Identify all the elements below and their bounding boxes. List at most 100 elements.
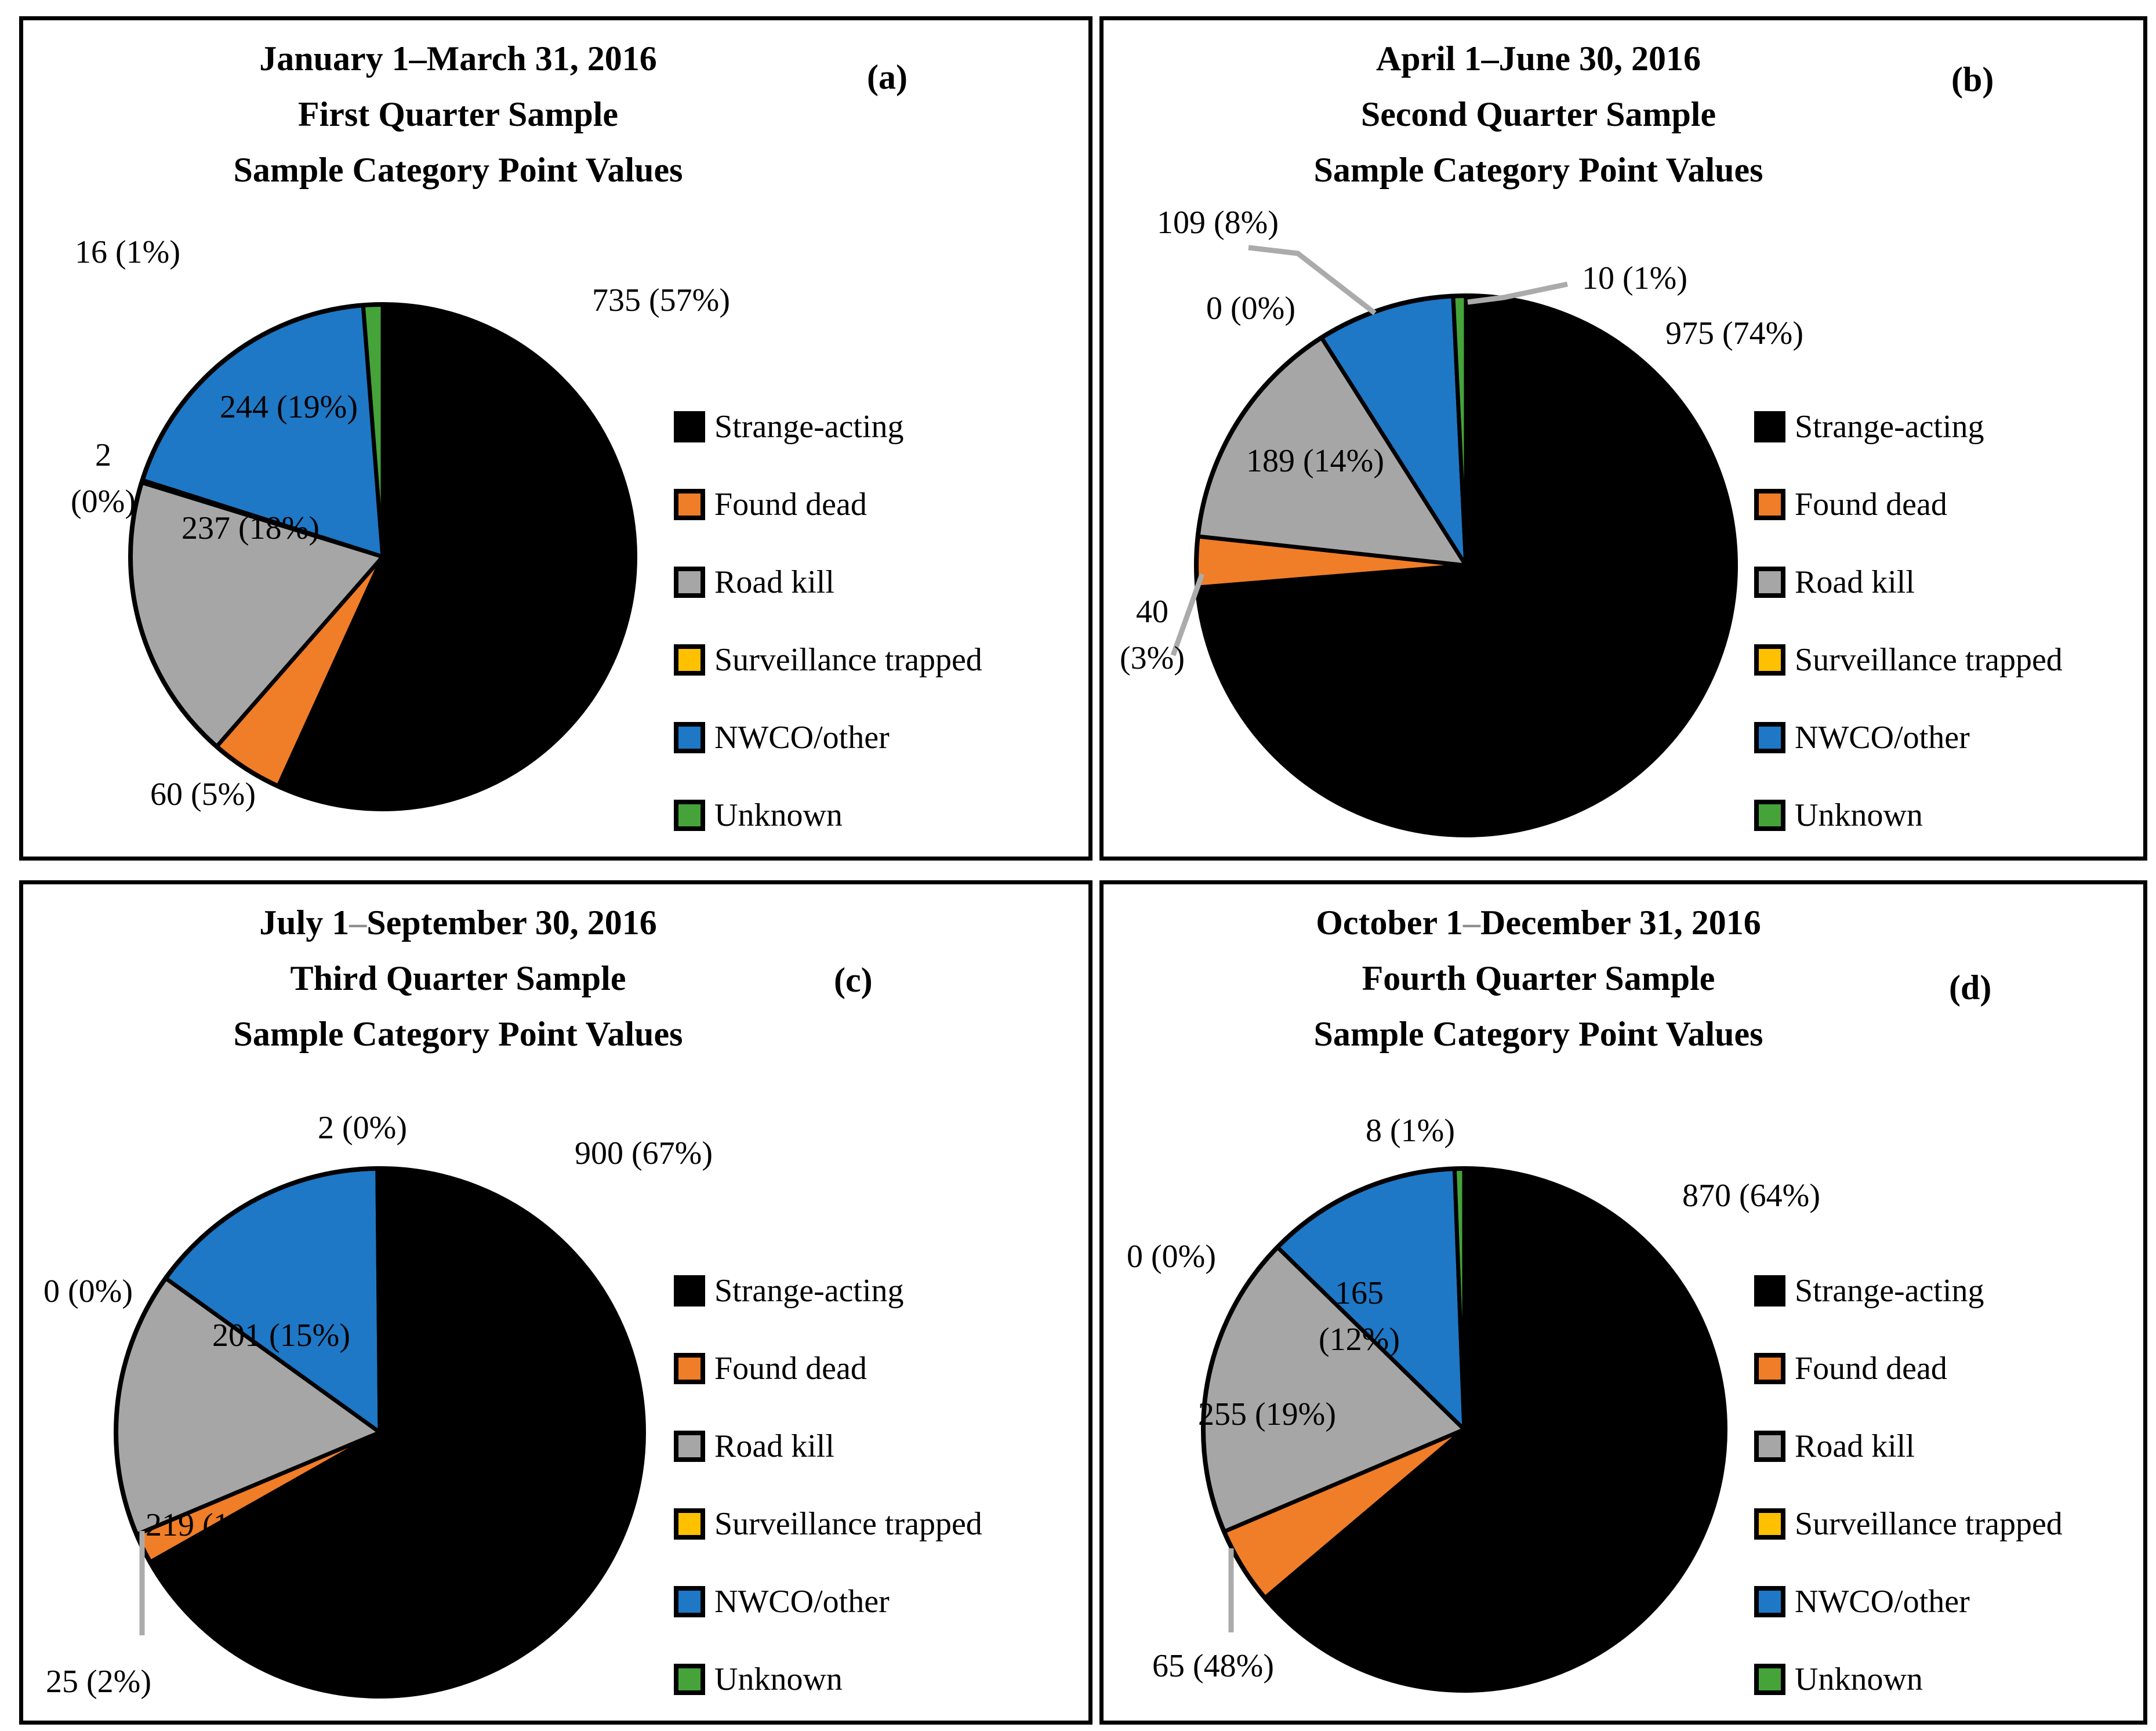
slice-label-strange-acting: 870 (64%) xyxy=(1682,1177,1820,1214)
legend-label: Found dead xyxy=(1795,487,1947,522)
panel-title: October 1–December 31, 2016 Fourth Quarte… xyxy=(1313,903,1763,1053)
legend-swatch-found-dead xyxy=(1754,1353,1785,1384)
slice-label-found-dead: 65 (48%) xyxy=(1152,1647,1274,1684)
slice-label-found-dead: 40 (3%) xyxy=(1120,593,1185,676)
legend-item-strange-acting: Strange-acting xyxy=(1754,411,1984,443)
legend-item-surveillance-trapped: Surveillance trapped xyxy=(1754,1508,2063,1540)
panel-letter: (c) xyxy=(834,961,873,999)
legend-item-strange-acting: Strange-acting xyxy=(674,411,904,443)
slice-label-strange-acting: 735 (57%) xyxy=(592,282,730,318)
pie-chart xyxy=(114,1166,646,1699)
panel-letter: (a) xyxy=(867,58,908,96)
pie-chart xyxy=(1170,245,1738,837)
legend-label: Strange-acting xyxy=(1795,409,1984,445)
legend-item-found-dead: Found dead xyxy=(1754,488,1947,521)
legend-label: Found dead xyxy=(714,487,867,522)
legend-item-nwco-other: NWCO/other xyxy=(674,721,890,754)
pie-chart xyxy=(128,302,637,811)
pie-outline xyxy=(1194,293,1738,837)
panel-c: July 1–September 30, 2016 Third Quarter S… xyxy=(19,880,1092,1725)
legend-swatch-strange-acting xyxy=(1754,411,1785,442)
slice-label-unknown: 8 (1%) xyxy=(1366,1112,1455,1149)
legend-label: Unknown xyxy=(714,797,843,833)
legend-item-nwco-other: NWCO/other xyxy=(1754,721,1970,754)
pie-chart xyxy=(1201,1166,1727,1693)
pie-outline xyxy=(114,1166,646,1699)
legend-swatch-unknown xyxy=(1754,1664,1785,1695)
legend-swatch-strange-acting xyxy=(674,411,705,442)
slice-label-surveillance-trapped: 2 (0%) xyxy=(71,437,136,520)
legend-item-unknown: Unknown xyxy=(1754,799,1923,832)
slice-label-surveillance-trapped: 0 (0%) xyxy=(1206,290,1295,326)
legend-label: Unknown xyxy=(1795,1661,1923,1697)
legend-swatch-nwco-other xyxy=(674,1586,705,1617)
legend-item-surveillance-trapped: Surveillance trapped xyxy=(674,644,982,676)
legend-swatch-unknown xyxy=(674,800,705,831)
legend-label: NWCO/other xyxy=(714,720,890,756)
legend-label: Road kill xyxy=(714,564,834,600)
slice-label-road-kill: 219 (16%) xyxy=(146,1507,284,1543)
slice-label-unknown: 2 (0%) xyxy=(318,1109,407,1146)
legend-item-unknown: Unknown xyxy=(674,799,843,832)
pie-outline xyxy=(1201,1166,1727,1693)
slice-label-strange-acting: 900 (67%) xyxy=(575,1135,713,1171)
slice-label-strange-acting: 975 (74%) xyxy=(1665,315,1803,351)
panel-title: July 1–September 30, 2016 Third Quarter S… xyxy=(233,903,683,1053)
slice-label-found-dead: 25 (2%) xyxy=(46,1663,151,1700)
slice-label-nwco-other: 109 (8%) xyxy=(1157,204,1279,241)
slice-label-road-kill: 189 (14%) xyxy=(1246,442,1384,479)
legend-swatch-unknown xyxy=(1754,800,1785,831)
legend-swatch-found-dead xyxy=(674,1353,705,1384)
label-leader-line xyxy=(1467,281,1568,305)
legend-label: Strange-acting xyxy=(1795,1273,1984,1309)
slice-label-nwco-other: 201 (15%) xyxy=(212,1317,350,1353)
slice-label-road-kill: 237 (18%) xyxy=(182,510,320,546)
legend-item-road-kill: Road kill xyxy=(674,566,834,598)
legend-item-unknown: Unknown xyxy=(674,1663,843,1696)
legend-label: Strange-acting xyxy=(714,1273,904,1309)
legend-swatch-road-kill xyxy=(674,1431,705,1462)
panel-title: April 1–June 30, 2016 Second Quarter Samp… xyxy=(1313,39,1763,189)
legend-label: Road kill xyxy=(1795,1428,1915,1464)
legend-item-road-kill: Road kill xyxy=(674,1430,834,1463)
legend-item-road-kill: Road kill xyxy=(1754,566,1915,598)
legend-item-surveillance-trapped: Surveillance trapped xyxy=(674,1508,982,1540)
pie-outline xyxy=(128,302,637,811)
legend-label: Road kill xyxy=(1795,564,1915,600)
panel-letter: (b) xyxy=(1951,60,1994,99)
legend-swatch-nwco-other xyxy=(1754,722,1785,753)
legend-label: Unknown xyxy=(1795,797,1923,833)
legend-item-found-dead: Found dead xyxy=(1754,1352,1947,1385)
slice-label-surveillance-trapped: 0 (0%) xyxy=(43,1273,133,1309)
legend-label: NWCO/other xyxy=(714,1584,890,1620)
legend-label: NWCO/other xyxy=(1795,720,1970,756)
panel-b: April 1–June 30, 2016 Second Quarter Samp… xyxy=(1099,16,2147,861)
legend-item-surveillance-trapped: Surveillance trapped xyxy=(1754,644,2063,676)
panel-a: January 1–March 31, 2016 First Quarter Sa… xyxy=(19,16,1092,861)
legend-swatch-strange-acting xyxy=(1754,1275,1785,1307)
legend-swatch-found-dead xyxy=(674,489,705,520)
legend-label: Surveillance trapped xyxy=(1795,1506,2063,1542)
slice-label-found-dead: 60 (5%) xyxy=(150,776,256,812)
legend-label: Surveillance trapped xyxy=(714,642,982,678)
legend-label: Unknown xyxy=(714,1661,843,1697)
legend-label: Surveillance trapped xyxy=(1795,642,2063,678)
legend-item-nwco-other: NWCO/other xyxy=(674,1585,890,1618)
legend-swatch-nwco-other xyxy=(1754,1586,1785,1617)
legend-swatch-road-kill xyxy=(1754,567,1785,598)
legend-label: Surveillance trapped xyxy=(714,1506,982,1542)
panel-title: January 1–March 31, 2016 First Quarter Sa… xyxy=(233,39,683,189)
legend-swatch-surveillance-trapped xyxy=(674,644,705,676)
legend-item-unknown: Unknown xyxy=(1754,1663,1923,1696)
slice-label-surveillance-trapped: 0 (0%) xyxy=(1127,1238,1216,1275)
legend-swatch-road-kill xyxy=(674,567,705,598)
slice-label-nwco-other: 165 (12%) xyxy=(1319,1275,1400,1358)
legend-swatch-surveillance-trapped xyxy=(1754,1508,1785,1540)
panel-letter: (d) xyxy=(1949,968,1992,1007)
legend-item-found-dead: Found dead xyxy=(674,1352,867,1385)
slice-label-road-kill: 255 (19%) xyxy=(1198,1396,1336,1432)
label-leader-line xyxy=(1248,245,1377,315)
legend-swatch-road-kill xyxy=(1754,1431,1785,1462)
legend-label: NWCO/other xyxy=(1795,1584,1970,1620)
